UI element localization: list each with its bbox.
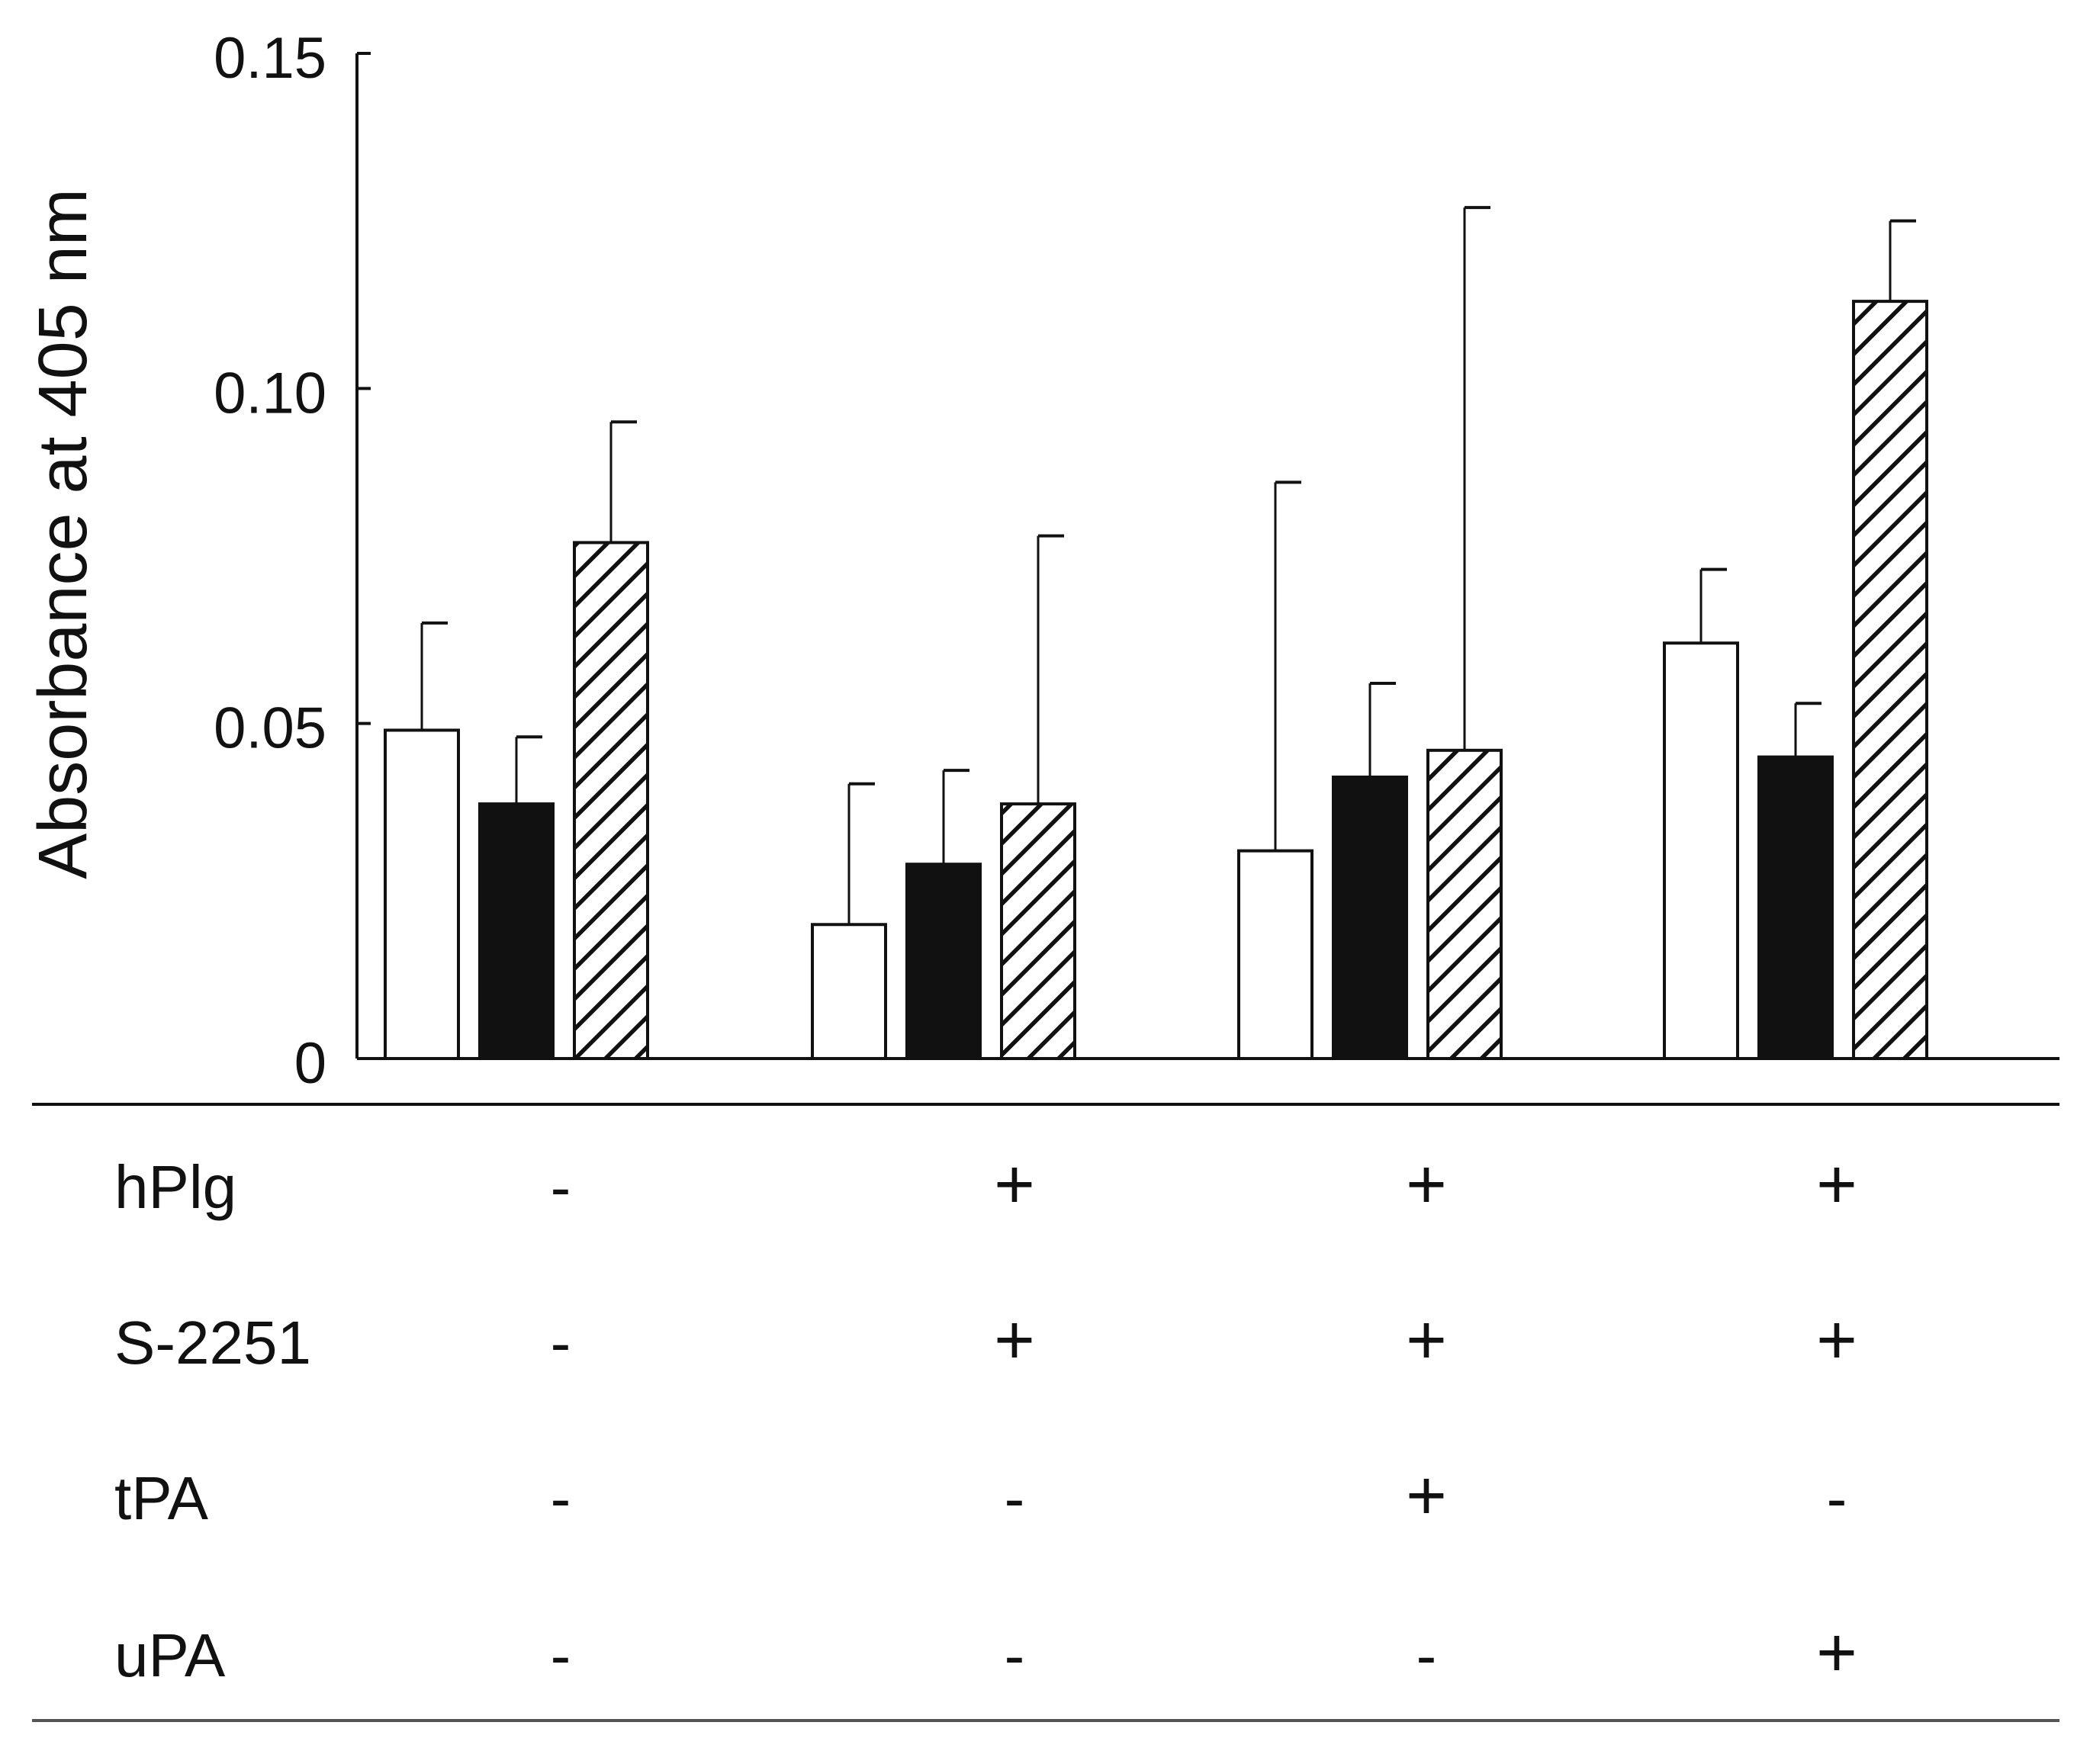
condition-sign: - (551, 1153, 571, 1221)
y-tick-label: 0.05 (214, 696, 326, 761)
condition-sign: - (551, 1464, 571, 1532)
condition-sign: - (551, 1621, 571, 1689)
condition-table: hPlg - + + + S-2251 - + + + tPA - - + - uPA - - - + (114, 1145, 1857, 1692)
y-tick-label: 0.10 (214, 361, 326, 426)
bar-solid-group-4 (1757, 755, 1834, 1060)
bar-hatched-group-1 (573, 541, 649, 1060)
condition-sign: + (994, 1301, 1035, 1379)
bar-solid-group-2 (905, 863, 982, 1060)
condition-label-upa: uPA (114, 1621, 226, 1689)
error-bars (420, 206, 1916, 925)
bar-open-group-4 (1663, 641, 1739, 1060)
bar-solid-group-1 (478, 802, 555, 1061)
condition-sign: + (994, 1145, 1035, 1223)
y-axis-ticks: 0 0.05 0.10 0.15 (214, 26, 371, 1096)
condition-label-tpa: tPA (114, 1464, 209, 1532)
condition-sign: - (1827, 1464, 1847, 1532)
y-tick-label: 0.15 (214, 26, 326, 91)
condition-sign: + (1816, 1614, 1857, 1692)
bars (384, 300, 1928, 1061)
condition-sign: + (1816, 1301, 1857, 1379)
condition-sign: - (1416, 1621, 1437, 1689)
condition-sign: - (1005, 1621, 1025, 1689)
condition-label-s-2251: S-2251 (114, 1309, 311, 1377)
condition-sign: - (551, 1309, 571, 1377)
y-axis-label: Absorbance at 405 nm (25, 188, 101, 879)
bar-open-group-2 (811, 923, 887, 1061)
condition-label-hplg: hPlg (114, 1153, 236, 1221)
bar-hatched-group-2 (1000, 802, 1076, 1061)
bar-solid-group-3 (1332, 775, 1408, 1061)
bar-open-group-1 (384, 728, 460, 1060)
bar-open-group-3 (1237, 849, 1313, 1060)
condition-sign: + (1406, 1457, 1447, 1534)
condition-sign: + (1816, 1145, 1857, 1223)
condition-sign: + (1406, 1301, 1447, 1379)
y-tick-label: 0 (294, 1031, 326, 1096)
condition-sign: + (1406, 1145, 1447, 1223)
bar-hatched-group-4 (1852, 300, 1928, 1060)
bar-hatched-group-3 (1426, 748, 1503, 1061)
condition-sign: - (1005, 1464, 1025, 1532)
